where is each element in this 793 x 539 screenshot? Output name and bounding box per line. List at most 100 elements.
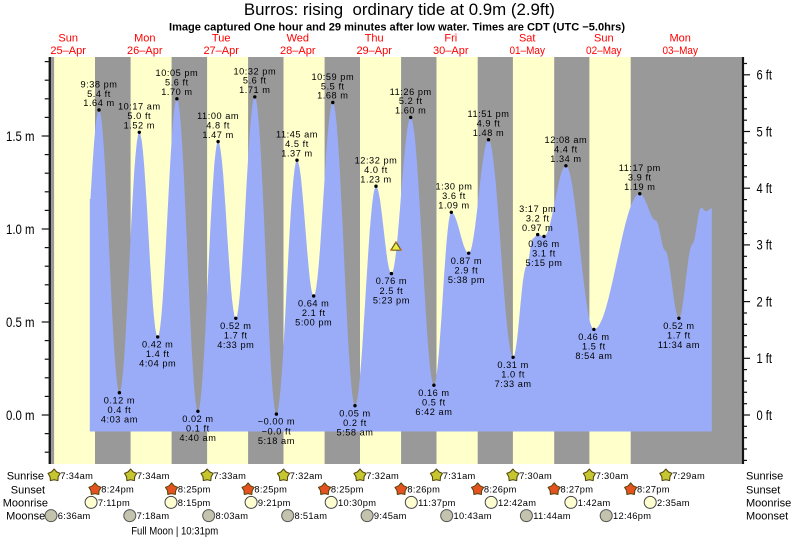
svg-text:4.9 ft: 4.9 ft <box>477 119 501 129</box>
svg-text:1.0 ft: 1.0 ft <box>501 370 525 380</box>
svg-text:Mon: Mon <box>134 32 155 44</box>
svg-text:Image captured One hour and 29: Image captured One hour and 29 minutes a… <box>169 22 625 34</box>
svg-text:8:54 am: 8:54 am <box>575 351 612 361</box>
svg-text:0.4 ft: 0.4 ft <box>108 405 132 415</box>
svg-text:12:42am: 12:42am <box>498 498 536 508</box>
svg-text:2 ft: 2 ft <box>757 294 773 309</box>
svg-text:3.6 ft: 3.6 ft <box>442 191 466 201</box>
svg-text:10:30pm: 10:30pm <box>338 498 376 508</box>
svg-text:5.0 ft: 5.0 ft <box>127 111 151 121</box>
svg-text:10:59 pm: 10:59 pm <box>311 72 354 82</box>
svg-text:Moonset: Moonset <box>746 511 788 523</box>
svg-text:1.60 m: 1.60 m <box>395 106 426 116</box>
svg-text:03–May: 03–May <box>662 45 698 57</box>
svg-text:5:00 pm: 5:00 pm <box>295 318 332 328</box>
svg-text:0.64 m: 0.64 m <box>298 299 329 309</box>
svg-text:Sunrise: Sunrise <box>7 470 44 482</box>
svg-text:0.96 m: 0.96 m <box>528 239 559 249</box>
svg-text:1.37 m: 1.37 m <box>281 148 312 158</box>
svg-text:8:25pm: 8:25pm <box>178 485 211 495</box>
svg-text:10:32 pm: 10:32 pm <box>233 66 276 76</box>
svg-text:Thu: Thu <box>365 32 384 44</box>
svg-text:1:42am: 1:42am <box>578 498 611 508</box>
svg-text:0.0 m: 0.0 m <box>6 408 35 423</box>
svg-text:7:31am: 7:31am <box>443 471 476 481</box>
svg-text:2.9 ft: 2.9 ft <box>455 265 479 275</box>
svg-text:5.4 ft: 5.4 ft <box>87 89 111 99</box>
svg-text:8:25pm: 8:25pm <box>254 485 287 495</box>
svg-text:0.76 m: 0.76 m <box>376 276 407 286</box>
svg-text:8:03am: 8:03am <box>216 511 249 521</box>
svg-text:11:51 pm: 11:51 pm <box>467 109 509 119</box>
svg-text:5.5 ft: 5.5 ft <box>321 81 345 91</box>
svg-text:Wed: Wed <box>287 32 309 44</box>
svg-text:1.23 m: 1.23 m <box>360 174 391 184</box>
svg-text:7:32am: 7:32am <box>366 471 399 481</box>
svg-text:−0.0 ft: −0.0 ft <box>262 426 292 436</box>
svg-text:0.42 m: 0.42 m <box>142 340 173 350</box>
svg-text:0.46 m: 0.46 m <box>578 332 609 342</box>
svg-text:10:05 pm: 10:05 pm <box>156 68 199 78</box>
svg-text:0.97 m: 0.97 m <box>522 223 553 233</box>
svg-text:1.70 m: 1.70 m <box>161 87 192 97</box>
svg-text:1.47 m: 1.47 m <box>202 130 233 140</box>
svg-text:7:34am: 7:34am <box>137 471 170 481</box>
svg-text:7:30am: 7:30am <box>596 471 629 481</box>
svg-text:0.2 ft: 0.2 ft <box>343 418 367 428</box>
svg-text:Tue: Tue <box>212 32 231 44</box>
svg-text:1.5 ft: 1.5 ft <box>582 342 606 352</box>
svg-text:0.31 m: 0.31 m <box>497 360 528 370</box>
svg-text:−0.00 m: −0.00 m <box>258 417 295 427</box>
svg-text:6:42 am: 6:42 am <box>415 407 452 417</box>
svg-text:Sun: Sun <box>58 32 78 44</box>
svg-text:28–Apr: 28–Apr <box>280 45 316 57</box>
svg-text:Full Moon | 10:31pm: Full Moon | 10:31pm <box>131 526 218 538</box>
svg-text:1 ft: 1 ft <box>757 351 773 366</box>
svg-text:4:40 am: 4:40 am <box>179 433 216 443</box>
svg-text:Sunset: Sunset <box>11 484 45 496</box>
svg-text:10:17 am: 10:17 am <box>118 102 161 112</box>
svg-text:12:08 am: 12:08 am <box>545 135 588 145</box>
svg-text:1.68 m: 1.68 m <box>317 91 348 101</box>
svg-text:0.12 m: 0.12 m <box>104 395 135 405</box>
svg-text:8:26pm: 8:26pm <box>407 485 440 495</box>
svg-text:1.71 m: 1.71 m <box>239 85 270 95</box>
svg-text:4.4 ft: 4.4 ft <box>554 145 578 155</box>
svg-text:2:35am: 2:35am <box>657 498 690 508</box>
svg-text:Moonset: Moonset <box>6 511 48 523</box>
svg-text:11:37pm: 11:37pm <box>418 498 456 508</box>
svg-text:1.4 ft: 1.4 ft <box>146 349 170 359</box>
svg-text:Sat: Sat <box>519 32 536 44</box>
svg-text:11:00 am: 11:00 am <box>197 111 239 121</box>
svg-text:4:04 pm: 4:04 pm <box>139 359 176 369</box>
svg-text:29–Apr: 29–Apr <box>356 45 392 57</box>
svg-text:2.1 ft: 2.1 ft <box>302 308 326 318</box>
svg-text:9:45am: 9:45am <box>374 511 407 521</box>
svg-text:7:32am: 7:32am <box>290 471 323 481</box>
svg-text:5.6 ft: 5.6 ft <box>165 78 189 88</box>
svg-text:0.05 m: 0.05 m <box>339 408 370 418</box>
svg-text:9:21pm: 9:21pm <box>258 498 291 508</box>
svg-text:0.87 m: 0.87 m <box>451 256 482 266</box>
svg-text:8:27pm: 8:27pm <box>561 485 594 495</box>
svg-text:4.8 ft: 4.8 ft <box>206 120 230 130</box>
svg-text:5:23 pm: 5:23 pm <box>373 295 410 305</box>
svg-text:3.2 ft: 3.2 ft <box>526 213 550 223</box>
svg-text:5:58 am: 5:58 am <box>336 427 373 437</box>
svg-text:5:38 pm: 5:38 pm <box>448 275 485 285</box>
svg-text:Burros: rising ordinary tide: Burros: rising ordinary tide at 0.9m (2.… <box>244 1 555 19</box>
svg-text:0.16 m: 0.16 m <box>418 388 449 398</box>
svg-text:1.64 m: 1.64 m <box>83 98 114 108</box>
svg-text:4 ft: 4 ft <box>757 181 773 196</box>
svg-text:1.7 ft: 1.7 ft <box>667 331 691 341</box>
svg-text:4.5 ft: 4.5 ft <box>285 139 309 149</box>
svg-text:11:44am: 11:44am <box>533 511 571 521</box>
svg-text:8:27pm: 8:27pm <box>637 485 670 495</box>
svg-text:5:15 pm: 5:15 pm <box>525 258 562 268</box>
svg-text:3.9 ft: 3.9 ft <box>628 173 652 183</box>
svg-text:Sun: Sun <box>594 32 614 44</box>
svg-text:7:30am: 7:30am <box>519 471 552 481</box>
svg-text:11:17 pm: 11:17 pm <box>619 163 661 173</box>
svg-text:10:43am: 10:43am <box>454 511 492 521</box>
svg-text:7:18am: 7:18am <box>137 511 170 521</box>
